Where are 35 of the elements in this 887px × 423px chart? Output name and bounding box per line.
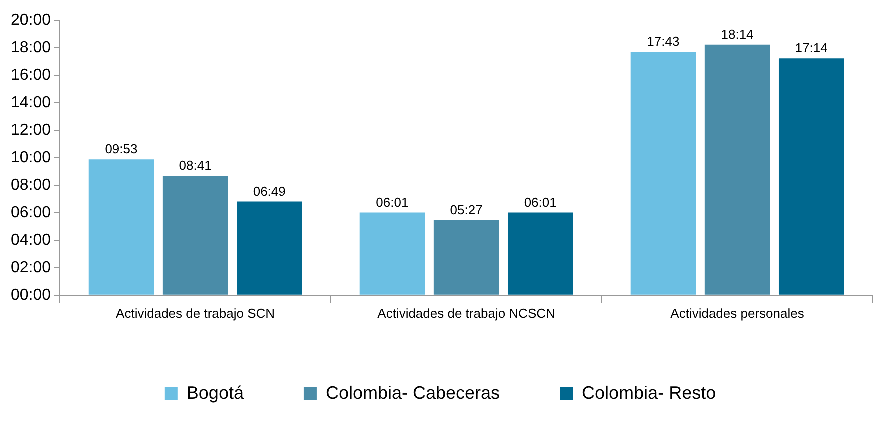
bar bbox=[237, 202, 302, 295]
y-tick-label: 10:00 bbox=[10, 149, 52, 166]
y-tick-label: 16:00 bbox=[10, 66, 52, 84]
legend-label: Colombia- Cabeceras bbox=[326, 382, 500, 403]
bar bbox=[162, 176, 228, 295]
x-tick-label: Actividades personales bbox=[670, 306, 805, 321]
x-tick-label: Actividades de trabajo NCSCN bbox=[378, 306, 556, 321]
data-label: 17:14 bbox=[795, 40, 828, 56]
y-tick-label: 08:00 bbox=[10, 176, 52, 194]
bar bbox=[508, 212, 574, 295]
y-tick-label: 06:00 bbox=[10, 204, 52, 222]
data-label: 08:41 bbox=[179, 158, 212, 174]
y-tick-label: 14:00 bbox=[10, 94, 52, 112]
bar bbox=[778, 58, 844, 295]
data-label: 06:01 bbox=[376, 194, 409, 210]
data-label: 09:53 bbox=[105, 142, 138, 157]
bar bbox=[360, 212, 426, 295]
data-label: 18:14 bbox=[721, 26, 754, 42]
bar bbox=[88, 160, 154, 295]
bar bbox=[434, 220, 500, 295]
data-label: 06:01 bbox=[524, 194, 557, 210]
y-tick-label: 18:00 bbox=[10, 39, 52, 56]
data-label: 05:27 bbox=[450, 202, 483, 218]
y-tick-label: 12:00 bbox=[10, 122, 52, 139]
y-tick-label: 00:00 bbox=[10, 286, 52, 304]
legend-label: Colombia- Resto bbox=[582, 382, 716, 403]
bar bbox=[630, 52, 696, 295]
data-label: 17:43 bbox=[647, 34, 680, 50]
data-label: 06:49 bbox=[253, 184, 286, 199]
x-tick-label: Actividades de trabajo SCN bbox=[116, 306, 276, 321]
y-tick-label: 20:00 bbox=[10, 12, 52, 30]
bar bbox=[704, 44, 770, 295]
y-tick-label: 04:00 bbox=[10, 232, 52, 249]
y-tick-label: 02:00 bbox=[10, 259, 52, 276]
legend-label: Bogotá bbox=[186, 382, 245, 403]
